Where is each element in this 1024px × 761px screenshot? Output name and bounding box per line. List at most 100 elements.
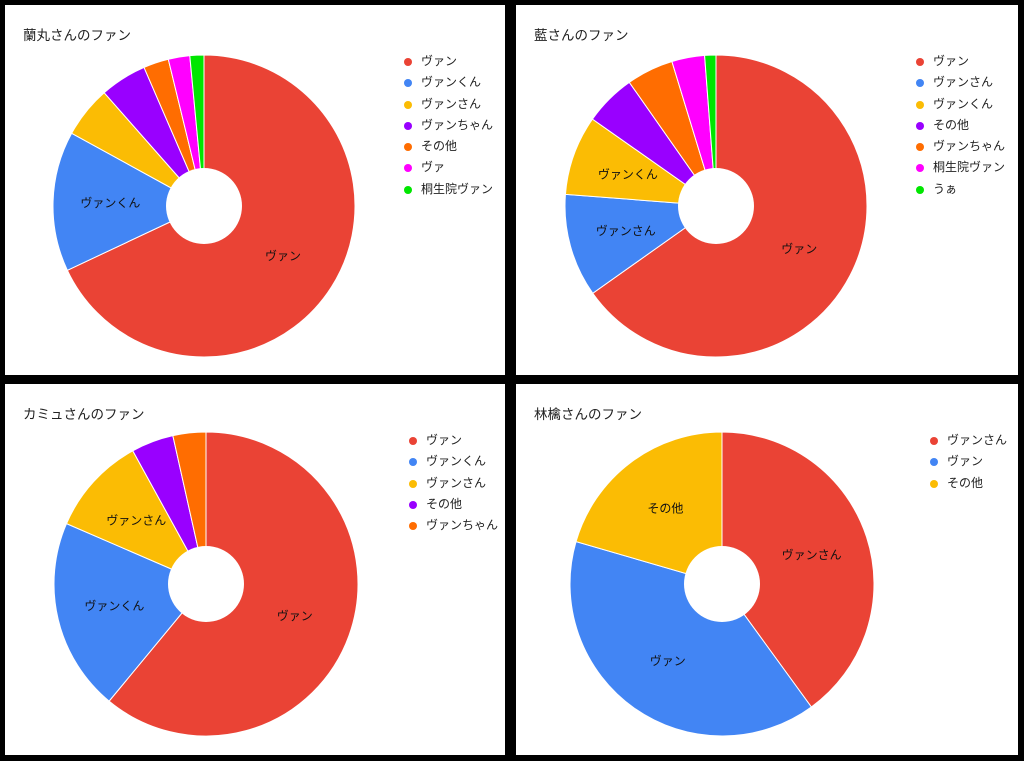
legend-label: その他 [421,139,458,154]
donut-hole [168,546,244,622]
legend-item: ヴァン [404,51,493,72]
pie-slice [575,431,723,585]
legend-label: ヴァンちゃん [933,139,1006,154]
legend-item: その他 [916,115,1005,136]
pie-slice [65,450,208,586]
legend-dot-icon [916,143,924,152]
pie-slice [564,193,718,294]
legend-item: ヴァン [409,430,498,451]
pie-slice [172,431,207,585]
chart-panel-ai: 藍さんのファン ヴァン ヴァンさん ヴァンくん ヴァン ヴァンさん ヴァンくん その他 ヴァ… [516,5,1018,375]
legend-item: ヴァン [916,51,1005,72]
legend-item: その他 [409,494,498,515]
legend-item: その他 [404,136,493,157]
slice-label: ヴァンさん [596,223,656,238]
legend-dot-icon [404,100,412,109]
legend-dot-icon [409,437,417,445]
legend-dot-icon [404,121,412,130]
legend-dot-icon [404,164,412,173]
slice-label: ヴァンくん [80,195,140,210]
pie-chart: ヴァン ヴァンくん [52,54,356,358]
legend-label: ヴァンさん [421,96,482,111]
pie-chart: ヴァン ヴァンさん ヴァンくん [564,54,868,358]
legend-dot-icon [409,500,417,509]
chart-legend: ヴァンさんヴァンその他 [930,430,1007,494]
legend-dot-icon [916,100,924,109]
legend-label: ヴァンくん [426,454,487,469]
donut-hole [166,168,242,244]
legend-item: ヴァンくん [404,72,493,93]
slice-label: ヴァン [277,608,313,623]
pie-chart: ヴァン ヴァンくん ヴァンさん [53,431,359,737]
chart-legend: ヴァンヴァンさんヴァンくんその他ヴァンちゃん 桐生院ヴァン うぁ [916,51,1005,200]
legend-label: ヴァン [426,433,463,447]
legend-dot-icon [916,121,924,130]
legend-dot-icon [404,143,412,152]
donut-hole [678,168,754,244]
legend-dot-icon [409,458,417,467]
legend-dot-icon [409,479,417,488]
chart-panel-ringo: 林檎さんのファン ヴァンさん ヴァン その他 ヴァンさん ヴァン その他 [516,384,1018,755]
slice-label: ヴァンくん [84,598,144,613]
legend-label: ヴァン [933,54,970,68]
legend-label: ヴァ [421,160,446,175]
chart-panel-ranmaru: 蘭丸さんのファン ヴァン ヴァンくん ヴァン ヴァンくん ヴァンさん ヴァンちゃん その他… [5,5,505,375]
legend-dot-icon [930,437,938,445]
legend-label: ヴァンちゃん [426,518,499,533]
legend-item: ヴァンさん [409,473,498,494]
slice-label: その他 [647,502,683,516]
slice-label: ヴァンさん [782,547,842,562]
legend-dot-icon [409,522,417,531]
legend-label: その他 [933,117,970,132]
slice-label: ヴァンくん [598,166,658,181]
legend-item: ヴァン [930,451,1007,472]
legend-item: ヴァンちゃん [916,136,1005,157]
donut-hole [684,546,760,622]
legend-label: ヴァンさん [947,433,1008,447]
slice-label: ヴァン [265,248,301,263]
legend-dot-icon [916,58,924,66]
legend-label: ヴァンちゃん [421,117,494,132]
legend-dot-icon [404,79,412,88]
legend-dot-icon [404,58,412,66]
legend-label: ヴァン [947,454,984,469]
legend-label: 桐生院ヴァン [933,160,1006,175]
legend-dot-icon [930,479,938,488]
legend-item: 桐生院ヴァン [916,157,1005,178]
legend-label: ヴァンさん [933,75,994,90]
legend-item: ヴァ [404,157,493,178]
chart-legend: ヴァンヴァンくんヴァンさんその他ヴァンちゃん [409,430,498,536]
legend-label: その他 [426,496,463,511]
chart-panel-camus: カミュさんのファン ヴァン ヴァンくん ヴァンさん ヴァン ヴァンくん ヴァンさん その他… [5,384,505,755]
slice-label: ヴァン [650,653,686,668]
legend-label: 桐生院ヴァン [421,181,494,196]
chart-title: 林檎さんのファン [534,407,642,423]
legend-item: ヴァンさん [404,94,493,115]
legend-item: その他 [930,473,1007,494]
legend-dot-icon [916,164,924,173]
legend-dot-icon [404,185,412,194]
legend-label: ヴァン [421,54,458,68]
pie-slice [721,431,875,708]
legend-item: 桐生院ヴァン [404,179,493,200]
chart-title: 蘭丸さんのファン [23,28,131,44]
legend-label: ヴァンさん [426,475,487,490]
chart-legend: ヴァンヴァンくんヴァンさんヴァンちゃん その他ヴァ桐生院ヴァン [404,51,493,200]
legend-item: ヴァンさん [930,430,1007,451]
legend-item: ヴァンくん [409,451,498,472]
legend-item: ヴァンちゃん [404,115,493,136]
legend-label: その他 [947,475,984,490]
chart-title: 藍さんのファン [534,28,629,44]
legend-item: ヴァンさん [916,72,1005,93]
pie-slice [569,540,813,737]
legend-item: ヴァンくん [916,94,1005,115]
legend-dot-icon [930,458,938,467]
chart-title: カミュさんのファン [23,407,145,423]
legend-label: ヴァンくん [933,96,994,111]
slice-label: ヴァン [781,241,817,256]
legend-label: うぁ [933,181,958,196]
legend-item: うぁ [916,179,1005,200]
legend-dot-icon [916,185,924,194]
legend-dot-icon [916,79,924,88]
